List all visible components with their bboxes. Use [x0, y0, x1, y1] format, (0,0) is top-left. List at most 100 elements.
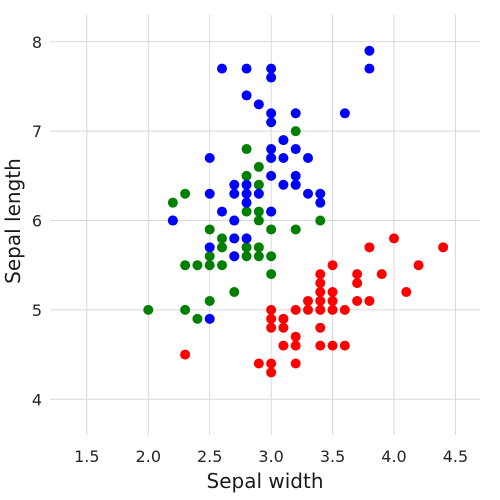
y-axis-label: Sepal length [1, 158, 25, 284]
data-point [204, 152, 215, 163]
y-tick-labels: 4 5 6 7 8 [32, 33, 42, 409]
data-point [303, 152, 313, 163]
data-point [352, 295, 363, 306]
x-tick-label: 1.5 [74, 447, 99, 466]
data-point [253, 161, 264, 172]
data-point [217, 63, 227, 74]
data-point [204, 242, 215, 253]
data-point [229, 188, 240, 199]
data-point [241, 233, 252, 244]
data-point [290, 304, 301, 315]
data-point [266, 251, 277, 262]
data-point [241, 90, 252, 101]
grid [50, 15, 480, 435]
data-point [266, 170, 277, 181]
data-point [352, 278, 363, 289]
data-point [315, 278, 326, 289]
data-point [167, 197, 178, 208]
x-tick-label: 2.5 [197, 447, 222, 466]
data-point [327, 295, 338, 306]
data-point [315, 269, 326, 280]
data-point [217, 260, 227, 271]
data-point [364, 242, 375, 253]
data-point [290, 224, 301, 235]
data-point [204, 224, 215, 235]
data-point [266, 224, 277, 235]
data-point [278, 322, 289, 333]
data-point [364, 295, 375, 306]
data-point [229, 233, 240, 244]
data-point [290, 179, 301, 190]
data-point [204, 251, 215, 262]
data-points [143, 45, 449, 378]
data-point [253, 251, 264, 262]
data-point [241, 63, 252, 74]
data-point [204, 260, 215, 271]
data-point [253, 99, 264, 110]
data-point [389, 233, 399, 244]
data-point [315, 287, 326, 298]
data-point [290, 358, 301, 369]
data-point [204, 295, 215, 306]
data-point [229, 287, 240, 298]
data-point [315, 295, 326, 306]
data-point [290, 340, 301, 351]
data-point [253, 215, 264, 226]
data-point [339, 108, 350, 119]
x-tick-label: 4.0 [381, 447, 406, 466]
y-tick-label: 8 [32, 33, 42, 52]
data-point [290, 331, 301, 342]
data-point [401, 287, 412, 298]
data-point [327, 260, 338, 271]
data-point [339, 340, 350, 351]
data-point [278, 135, 289, 146]
data-point [204, 188, 215, 199]
x-tick-label: 3.0 [258, 447, 283, 466]
data-point [217, 206, 227, 217]
data-point [290, 108, 301, 119]
data-point [266, 304, 277, 315]
data-point [180, 188, 191, 199]
data-point [266, 313, 277, 324]
data-point [352, 269, 363, 280]
data-point [266, 367, 277, 378]
data-point [253, 358, 264, 369]
data-point [364, 45, 375, 56]
data-point [290, 126, 301, 137]
data-point [315, 322, 326, 333]
data-point [241, 242, 252, 253]
data-point [241, 188, 252, 199]
data-point [327, 287, 338, 298]
data-point [303, 188, 313, 199]
data-point [192, 313, 203, 324]
data-point [376, 269, 387, 280]
data-point [278, 179, 289, 190]
data-point [266, 144, 277, 155]
data-point [241, 179, 252, 190]
data-point [327, 340, 338, 351]
y-tick-label: 4 [32, 390, 42, 409]
x-tick-label: 2.0 [136, 447, 161, 466]
data-point [180, 349, 191, 360]
data-point [229, 179, 240, 190]
data-point [229, 251, 240, 262]
data-point [315, 340, 326, 351]
data-point [217, 233, 227, 244]
data-point [253, 242, 264, 253]
data-point [192, 260, 203, 271]
data-point [266, 269, 277, 280]
x-tick-label: 4.5 [443, 447, 468, 466]
data-point [278, 313, 289, 324]
data-point [364, 63, 375, 74]
data-point [217, 242, 227, 253]
data-point [180, 260, 191, 271]
data-point [143, 304, 154, 315]
data-point [204, 313, 215, 324]
data-point [266, 322, 277, 333]
data-point [266, 152, 277, 163]
data-point [303, 304, 313, 315]
data-point [241, 251, 252, 262]
data-point [266, 72, 277, 83]
data-point [253, 179, 264, 190]
data-point [290, 170, 301, 181]
